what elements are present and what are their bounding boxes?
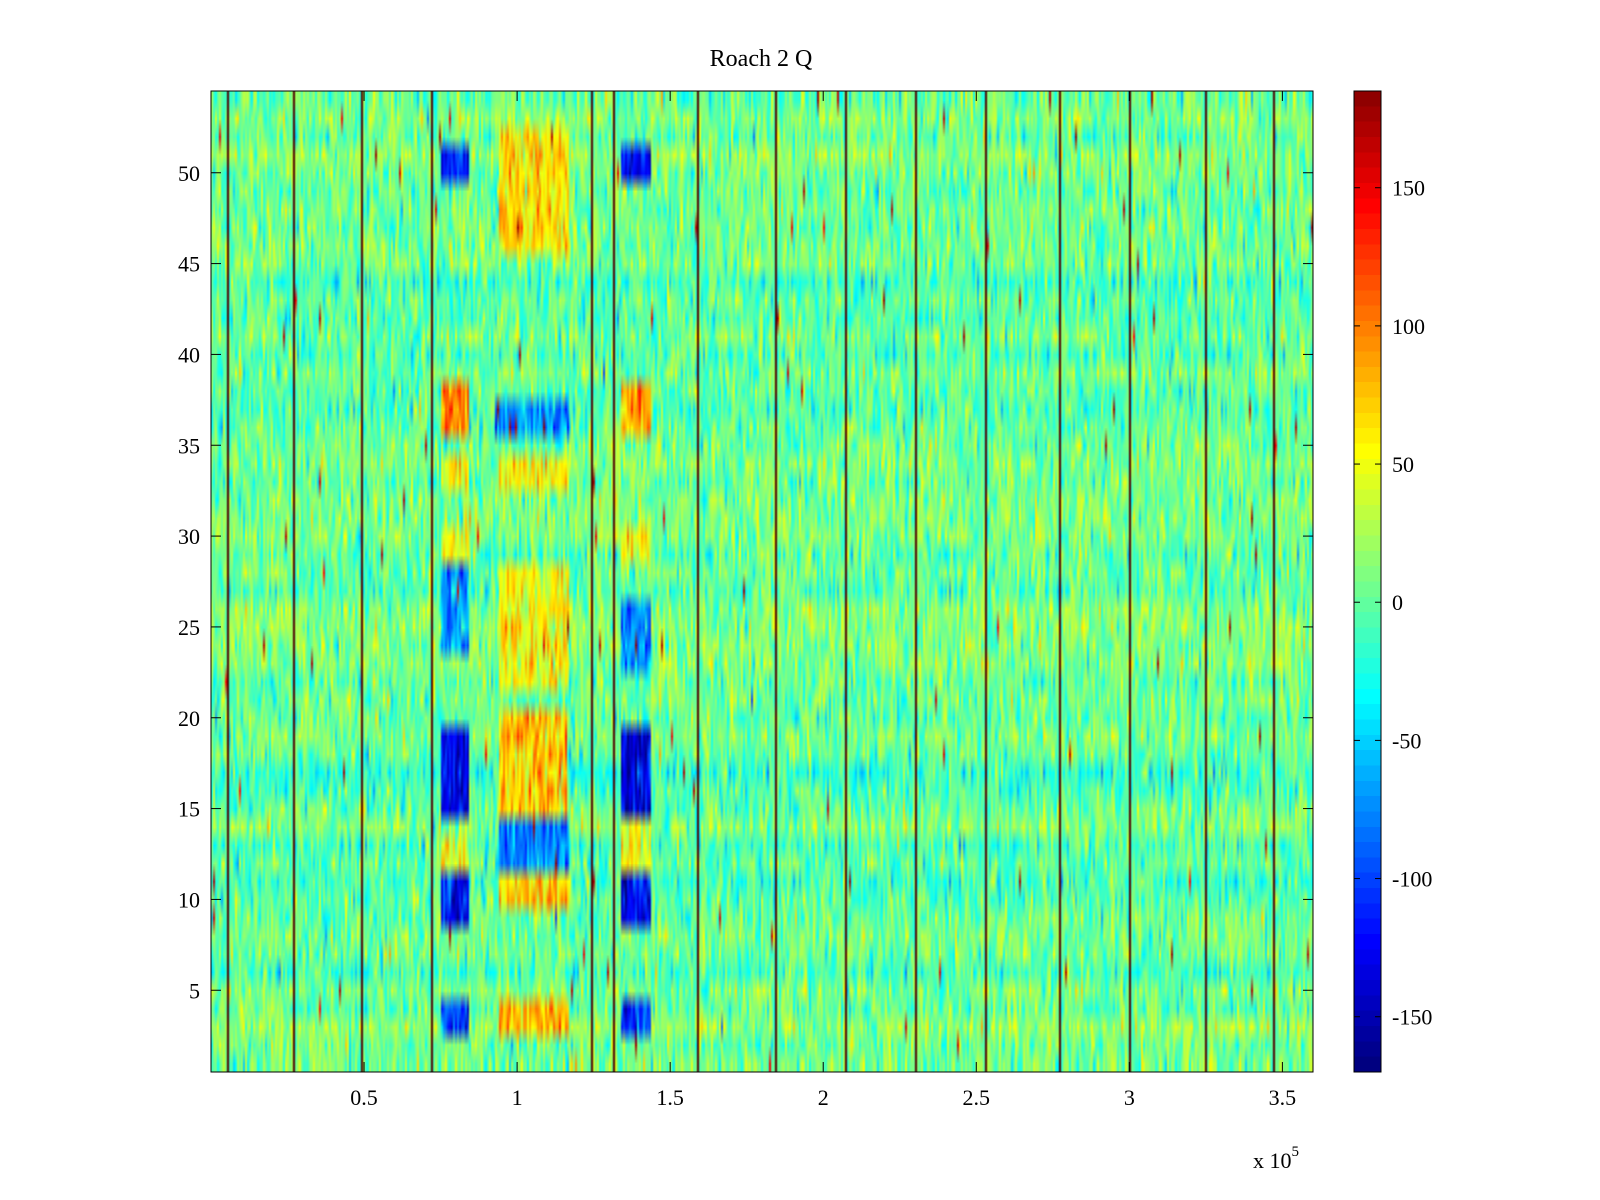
colorbar-tick-label: 0	[1392, 590, 1403, 615]
plot-area-frame	[210, 90, 1314, 1073]
x-exponent-label: x 105	[1253, 1144, 1299, 1173]
x-tick-label: 3	[1124, 1085, 1135, 1110]
chart-title: Roach 2 Q	[710, 46, 813, 72]
y-tick-label: 40	[178, 342, 200, 367]
heatmap-raster	[211, 91, 1313, 1072]
y-tick-label: 10	[178, 887, 200, 912]
x-exponent-base: x 10	[1253, 1148, 1292, 1173]
y-tick-label: 45	[178, 252, 200, 277]
colorbar-tick-label: 100	[1392, 314, 1425, 339]
y-tick-label: 30	[178, 524, 200, 549]
x-tick-label: 2.5	[963, 1085, 991, 1110]
x-tick-label: 3.5	[1269, 1085, 1297, 1110]
y-tick-label: 25	[178, 615, 200, 640]
colorbar-gradient	[1353, 90, 1382, 1073]
x-exponent-power: 5	[1292, 1144, 1300, 1160]
heatmap-image	[211, 91, 1313, 1072]
colorbar-tick-label: -150	[1392, 1005, 1432, 1030]
y-tick-label: 50	[178, 161, 200, 186]
x-tick-label: 2	[818, 1085, 829, 1110]
colorbar: 150 100 50 0 -50 -100 -150	[1353, 90, 1432, 1073]
colorbar-tick-label: 50	[1392, 452, 1414, 477]
colorbar-tick-label: -50	[1392, 728, 1421, 753]
x-tick-label: 1	[512, 1085, 523, 1110]
y-tick-label: 5	[189, 978, 200, 1003]
y-tick-label: 15	[178, 797, 200, 822]
x-tick-label: 0.5	[350, 1085, 378, 1110]
y-axis: 5 10 15 20 25 30 35 40 45 50	[178, 161, 1313, 1003]
y-tick-label: 35	[178, 433, 200, 458]
y-tick-label: 20	[178, 706, 200, 731]
colorbar-tick-label: 150	[1392, 176, 1425, 201]
colorbar-ticks: 150 100 50 0 -50 -100 -150	[1354, 176, 1432, 1030]
x-axis: 0.5 1 1.5 2 2.5 3 3.5	[350, 91, 1296, 1110]
colorbar-tick-label: -100	[1392, 867, 1432, 892]
x-tick-label: 1.5	[656, 1085, 684, 1110]
